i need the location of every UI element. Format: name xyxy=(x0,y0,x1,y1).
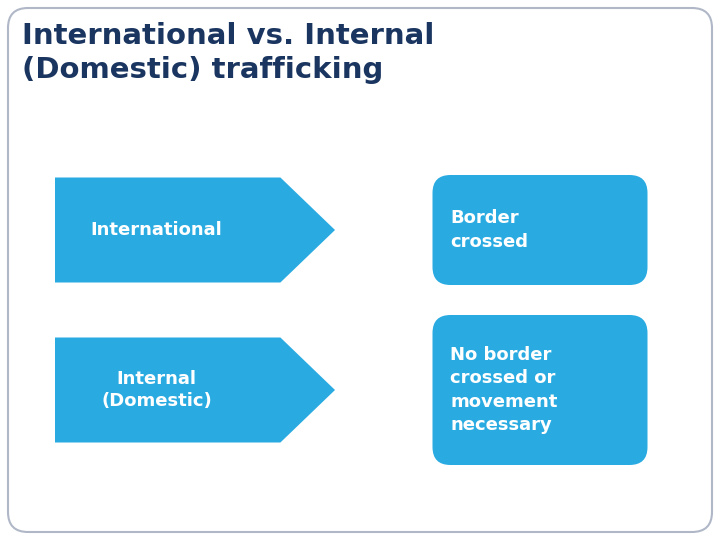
Text: No border
crossed or
movement
necessary: No border crossed or movement necessary xyxy=(451,346,558,434)
Polygon shape xyxy=(55,338,335,442)
FancyBboxPatch shape xyxy=(433,175,647,285)
Text: Internal
(Domestic): Internal (Domestic) xyxy=(101,370,212,410)
FancyBboxPatch shape xyxy=(8,8,712,532)
Text: Border
crossed: Border crossed xyxy=(451,209,528,251)
Text: International: International xyxy=(91,221,222,239)
FancyBboxPatch shape xyxy=(433,315,647,465)
Polygon shape xyxy=(55,178,335,282)
Text: International vs. Internal
(Domestic) trafficking: International vs. Internal (Domestic) tr… xyxy=(22,22,434,84)
